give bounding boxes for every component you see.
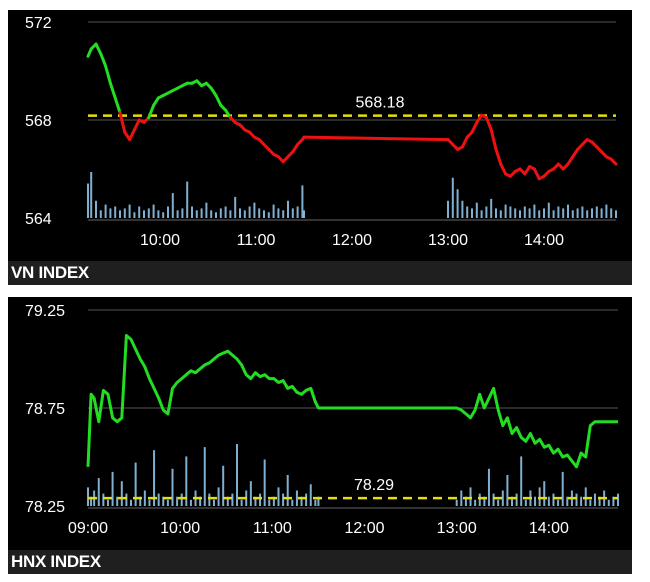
hnx-index-title: HNX INDEX xyxy=(11,552,101,571)
vn-index-chart: 572 568 564 10:00 11:00 12:00 13:00 14:00 568.18 xyxy=(25,15,618,249)
vn-index-price-segment xyxy=(132,118,141,132)
hnx-index-reference-label: 78.29 xyxy=(354,477,394,494)
vn-index-price-segment xyxy=(470,120,479,134)
vn-index-x-tick-label: 14:00 xyxy=(524,232,564,249)
vn-index-x-tick-label: 11:00 xyxy=(237,232,276,249)
hnx-index-x-tick-label: 10:00 xyxy=(160,520,200,537)
hnx-index-x-tick-label: 14:00 xyxy=(529,520,569,537)
hnx-index-y-tick-label: 79.25 xyxy=(25,303,65,320)
vn-index-price-segment xyxy=(302,135,450,142)
vn-index-price-segment xyxy=(108,81,117,100)
vn-index-y-tick-label: 568 xyxy=(25,113,52,130)
hnx-index-x-tick-label: 12:00 xyxy=(344,520,384,537)
hnx-index-x-tick-label: 09:00 xyxy=(68,520,108,537)
vn-index-panel: 572 568 564 10:00 11:00 12:00 13:00 14:00 568.18… xyxy=(8,10,632,285)
vn-index-reference-label: 568.18 xyxy=(356,95,405,112)
hnx-index-footer: HNX INDEX xyxy=(8,550,632,574)
vn-index-price-segment xyxy=(499,162,508,176)
hnx-index-panel: 79.25 78.75 78.25 09:00 10:00 11:00 12:00 13:00… xyxy=(8,297,632,574)
vn-index-price-segment xyxy=(494,147,503,166)
vn-index-price-segment xyxy=(609,157,618,166)
hnx-index-y-tick-label: 78.25 xyxy=(25,499,65,516)
vn-index-price-segment xyxy=(94,42,103,56)
vn-index-price-segment xyxy=(489,128,498,151)
hnx-index-price-line xyxy=(86,334,618,469)
vn-index-title: VN INDEX xyxy=(11,263,89,282)
vn-index-price-segment xyxy=(113,96,122,115)
vn-index-x-tick-label: 13:00 xyxy=(428,232,468,249)
vn-index-x-tick-label: 10:00 xyxy=(140,232,180,249)
vn-index-y-tick-label: 572 xyxy=(25,15,52,32)
hnx-index-y-tick-label: 78.75 xyxy=(25,401,65,418)
vn-index-price-segment xyxy=(214,94,223,107)
vn-index-x-tick-label: 12:00 xyxy=(332,232,372,249)
vn-index-footer: VN INDEX xyxy=(8,261,632,285)
vn-index-price-segment xyxy=(99,52,108,68)
hnx-index-x-tick-label: 13:00 xyxy=(437,520,477,537)
vn-index-price-segment xyxy=(104,64,112,85)
vn-index-price-segment xyxy=(118,111,127,134)
vn-index-price-segment xyxy=(147,103,156,120)
vn-index-price-segment xyxy=(532,167,541,181)
hnx-index-x-tick-label: 11:00 xyxy=(253,520,292,537)
vn-index-y-tick-label: 564 xyxy=(25,211,52,228)
vn-index-price-segment xyxy=(484,116,493,132)
vn-index-price-segment xyxy=(460,135,469,149)
vn-index-price-segment xyxy=(128,128,136,142)
